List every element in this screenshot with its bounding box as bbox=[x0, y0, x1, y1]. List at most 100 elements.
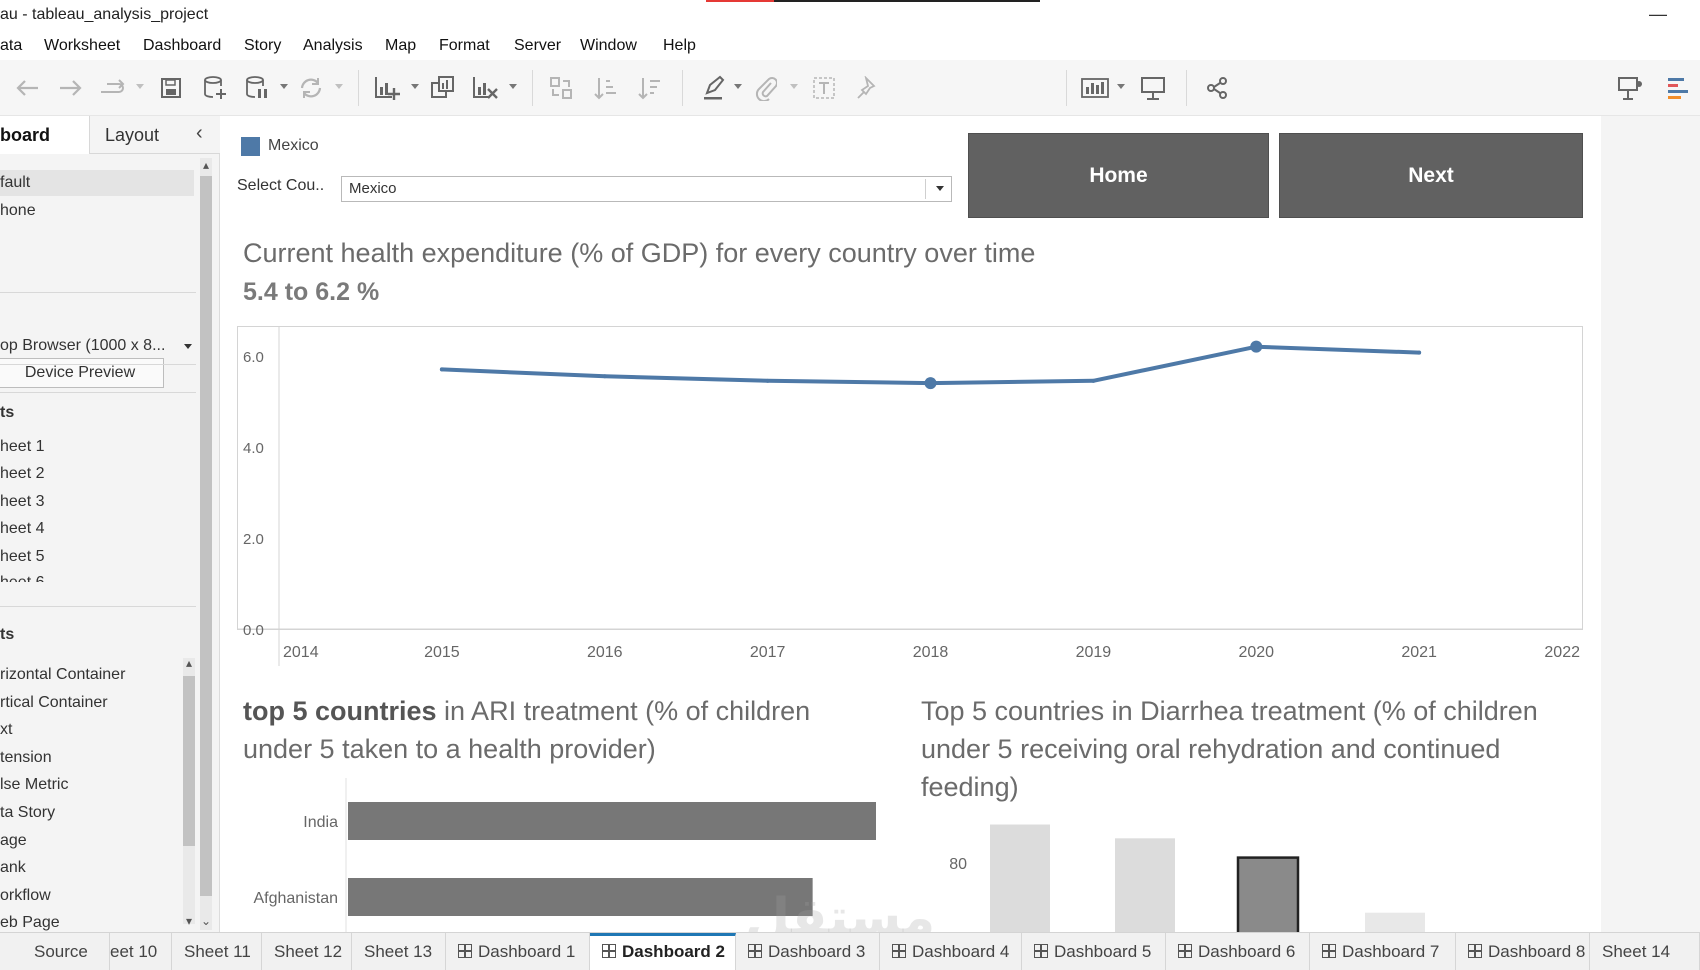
menu-data[interactable]: ata bbox=[0, 37, 23, 54]
pause-update-icon[interactable] bbox=[243, 74, 271, 102]
divider bbox=[0, 606, 196, 607]
sheet-tab[interactable]: Dashboard 6 bbox=[1166, 933, 1310, 970]
sheet-item[interactable]: heet 2 bbox=[0, 465, 45, 482]
object-horizontal-container[interactable]: rizontal Container bbox=[0, 666, 126, 683]
country-filter-value: Mexico bbox=[349, 180, 397, 197]
sheet-item[interactable]: heet 6 bbox=[0, 574, 44, 582]
sort-ascending-icon[interactable] bbox=[591, 74, 621, 102]
device-preview-button[interactable]: Device Preview bbox=[0, 358, 164, 388]
share-icon[interactable] bbox=[1202, 74, 1232, 102]
data-point bbox=[1091, 378, 1096, 383]
pane-scrollbar-thumb[interactable] bbox=[200, 176, 212, 896]
show-me-icon[interactable] bbox=[1080, 74, 1110, 102]
home-button[interactable]: Home bbox=[968, 133, 1269, 218]
new-sheet-dropdown-icon[interactable] bbox=[411, 84, 419, 89]
highlight-icon[interactable] bbox=[700, 74, 728, 102]
ari-bar-chart[interactable]: India Afghanistan bbox=[237, 778, 885, 932]
presenter-icon[interactable] bbox=[1616, 74, 1646, 102]
sheet-item[interactable]: heet 3 bbox=[0, 493, 45, 510]
object-image[interactable]: age bbox=[0, 832, 27, 849]
sheet-tab[interactable]: Dashboard 4 bbox=[880, 933, 1022, 970]
sheet-tab[interactable]: Source bbox=[0, 933, 110, 970]
show-me-dropdown-icon[interactable] bbox=[1117, 84, 1125, 89]
fix-axes-icon[interactable] bbox=[851, 74, 879, 102]
diarrhea-bar-chart[interactable]: 80 bbox=[905, 808, 1585, 932]
menu-dashboard[interactable]: Dashboard bbox=[143, 37, 222, 54]
sheet-tab-label: Source bbox=[34, 942, 88, 961]
new-datasource-icon[interactable] bbox=[201, 74, 229, 102]
sheet-tab[interactable]: Sheet 13 bbox=[352, 933, 446, 970]
legend-swatch[interactable] bbox=[241, 137, 260, 156]
country-filter-select[interactable]: Mexico bbox=[341, 176, 952, 202]
highlight-dropdown-icon[interactable] bbox=[734, 84, 742, 89]
sheet-tab[interactable]: Dashboard 5 bbox=[1022, 933, 1166, 970]
legend-label[interactable]: Mexico bbox=[268, 137, 319, 154]
object-blank[interactable]: ank bbox=[0, 859, 26, 876]
sheet-tab[interactable]: eet 10 bbox=[110, 933, 172, 970]
object-pulse-metric[interactable]: lse Metric bbox=[0, 776, 69, 793]
redo-dropdown-icon[interactable] bbox=[136, 84, 144, 89]
tab-layout[interactable]: Layout bbox=[105, 125, 160, 145]
sheet-tab[interactable]: Sheet 14 bbox=[1590, 933, 1700, 970]
sheet-tab[interactable]: Dashboard 2 bbox=[590, 933, 736, 970]
minimize-icon[interactable]: — bbox=[1649, 4, 1667, 24]
ari-title-strong: top 5 countries bbox=[243, 696, 437, 726]
toolbar-separator bbox=[1066, 70, 1067, 106]
dashboard-icon bbox=[1468, 944, 1482, 958]
pause-dropdown-icon[interactable] bbox=[280, 84, 288, 89]
sheet-item[interactable]: heet 1 bbox=[0, 438, 45, 455]
objects-scroll-down-icon[interactable]: ▾ bbox=[185, 914, 193, 928]
object-workflow[interactable]: orkflow bbox=[0, 887, 51, 904]
menu-worksheet[interactable]: Worksheet bbox=[44, 37, 121, 54]
group-icon[interactable] bbox=[752, 74, 780, 102]
size-dropdown[interactable]: op Browser (1000 x 8... bbox=[0, 337, 166, 354]
sheet-item[interactable]: heet 5 bbox=[0, 548, 45, 565]
collapse-pane-icon[interactable]: ‹ bbox=[196, 122, 203, 144]
objects-scroll-up-icon[interactable]: ▴ bbox=[185, 656, 193, 670]
sheet-tab[interactable]: Sheet 11 bbox=[172, 933, 262, 970]
show-labels-icon[interactable] bbox=[810, 74, 838, 102]
menu-analysis[interactable]: Analysis bbox=[303, 37, 363, 54]
clear-sheet-icon[interactable] bbox=[470, 74, 500, 102]
sheet-tab[interactable]: Sheet 12 bbox=[262, 933, 352, 970]
object-vertical-container[interactable]: rtical Container bbox=[0, 694, 108, 711]
sheet-tab[interactable]: Dashboard 1 bbox=[446, 933, 590, 970]
menu-map[interactable]: Map bbox=[385, 37, 417, 54]
tab-dashboard[interactable]: board bbox=[0, 116, 90, 154]
clear-dropdown-icon[interactable] bbox=[509, 84, 517, 89]
objects-scrollbar-thumb[interactable] bbox=[183, 676, 195, 846]
new-worksheet-icon[interactable] bbox=[372, 74, 402, 102]
refresh-dropdown-icon[interactable] bbox=[335, 84, 343, 89]
sort-descending-icon[interactable] bbox=[635, 74, 665, 102]
sheet-tab[interactable]: Dashboard 3 bbox=[736, 933, 880, 970]
menu-server[interactable]: Server bbox=[514, 37, 562, 54]
sheet-item[interactable]: heet 4 bbox=[0, 520, 45, 537]
group-dropdown-icon[interactable] bbox=[790, 84, 798, 89]
menu-story[interactable]: Story bbox=[244, 37, 282, 54]
menu-format[interactable]: Format bbox=[439, 37, 490, 54]
duplicate-sheet-icon[interactable] bbox=[428, 74, 458, 102]
save-icon[interactable] bbox=[157, 74, 185, 102]
presentation-mode-icon[interactable] bbox=[1138, 74, 1168, 102]
object-web-page[interactable]: eb Page bbox=[0, 914, 60, 931]
back-icon[interactable] bbox=[12, 74, 42, 102]
show-me-panel-icon[interactable] bbox=[1664, 74, 1694, 102]
next-button[interactable]: Next bbox=[1279, 133, 1583, 218]
object-text[interactable]: xt bbox=[0, 721, 13, 738]
object-data-story[interactable]: ta Story bbox=[0, 804, 56, 821]
sheet-tab[interactable]: Dashboard 8 bbox=[1456, 933, 1590, 970]
refresh-icon[interactable] bbox=[296, 74, 326, 102]
scroll-down-icon[interactable]: ⌄ bbox=[200, 914, 212, 928]
scroll-up-icon[interactable]: ▴ bbox=[202, 158, 210, 172]
health-expenditure-line-chart[interactable]: 0.0 2.0 4.0 6.0 2014 2015 2016 2017 2018 2019 2020… bbox=[237, 326, 1583, 670]
menu-help[interactable]: Help bbox=[663, 37, 696, 54]
forward-icon[interactable] bbox=[56, 74, 86, 102]
device-default[interactable]: fault bbox=[0, 174, 31, 191]
redo-icon[interactable] bbox=[98, 74, 128, 102]
device-phone[interactable]: hone bbox=[0, 202, 36, 219]
bar bbox=[1365, 912, 1425, 932]
menu-window[interactable]: Window bbox=[580, 37, 637, 54]
swap-icon[interactable] bbox=[546, 74, 576, 102]
sheet-tab[interactable]: Dashboard 7 bbox=[1310, 933, 1456, 970]
object-extension[interactable]: tension bbox=[0, 749, 52, 766]
